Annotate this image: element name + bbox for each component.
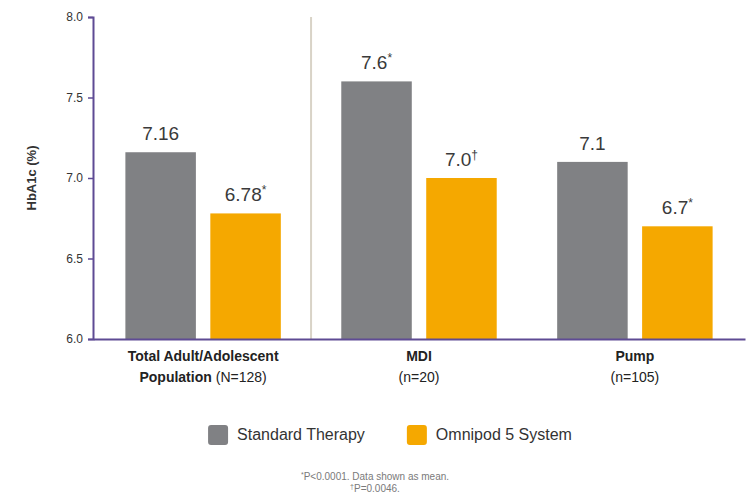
y-tick-label: 6.0 bbox=[66, 332, 83, 346]
y-tick: 6.5 bbox=[66, 252, 93, 266]
data-labels: 7.167.6*7.16.78*7.0†6.7* bbox=[142, 51, 693, 218]
bar bbox=[125, 152, 196, 339]
data-label-number: 7.16 bbox=[142, 123, 179, 144]
y-tick-mark bbox=[88, 178, 93, 180]
x-axis-line bbox=[94, 339, 746, 341]
data-label-number: 6.7 bbox=[662, 197, 688, 218]
category-count: (n=105) bbox=[611, 369, 660, 385]
data-label-symbol: * bbox=[688, 196, 693, 210]
legend-item: Standard Therapy bbox=[208, 425, 365, 445]
data-label: 6.7* bbox=[662, 196, 693, 218]
y-axis-line bbox=[88, 18, 94, 340]
data-label-number: 7.1 bbox=[579, 133, 605, 154]
data-label-number: 6.78 bbox=[225, 184, 262, 205]
data-label: 7.6* bbox=[361, 51, 392, 73]
y-tick-label: 7.0 bbox=[66, 171, 83, 185]
y-tick-mark bbox=[88, 17, 93, 19]
y-tick: 6.0 bbox=[66, 332, 93, 346]
x-axis bbox=[94, 339, 746, 340]
data-label-number: 7.6 bbox=[361, 52, 387, 73]
y-tick-label: 6.5 bbox=[66, 252, 83, 266]
bar bbox=[426, 178, 497, 339]
category-labels: Total Adult/Adolescent Population (N=128) M… bbox=[128, 348, 660, 385]
data-label: 7.16 bbox=[142, 123, 179, 144]
bar bbox=[341, 81, 412, 339]
category-count: (N=128) bbox=[216, 369, 267, 385]
y-tick-mark bbox=[88, 339, 93, 341]
legend: Standard Therapy Omnipod 5 System bbox=[208, 425, 572, 445]
data-label: 7.1 bbox=[579, 133, 605, 154]
y-tick: 7.5 bbox=[66, 91, 93, 105]
data-label-number: 7.0 bbox=[445, 149, 471, 170]
category-name: Population bbox=[139, 369, 211, 385]
y-axis: 6.0 6.5 7.0 7.5 8.0 bbox=[66, 10, 93, 346]
data-label: 6.78* bbox=[225, 183, 267, 205]
category-count: (n=20) bbox=[399, 369, 440, 385]
y-tick: 8.0 bbox=[66, 10, 93, 24]
bar bbox=[557, 162, 628, 339]
footnote: *P<0.0001. Data shown as mean. bbox=[301, 471, 449, 482]
legend-swatch bbox=[407, 425, 427, 445]
y-tick: 7.0 bbox=[66, 171, 93, 185]
y-tick-mark bbox=[88, 258, 93, 260]
category-label: Pump (n=105) bbox=[611, 348, 660, 385]
group-separator bbox=[310, 17, 312, 339]
footnote: †P=0.0046. bbox=[350, 483, 400, 494]
legend-item: Omnipod 5 System bbox=[407, 425, 572, 445]
category-name: MDI bbox=[406, 348, 432, 364]
data-label-symbol: * bbox=[262, 183, 267, 197]
bars bbox=[125, 81, 712, 339]
category-label: MDI (n=20) bbox=[399, 348, 440, 385]
legend-label: Standard Therapy bbox=[237, 426, 365, 443]
category-name: Total Adult/Adolescent bbox=[128, 348, 279, 364]
chart: 6.06.57.07.58.0HbA1c (%)7.167.6*7.16.78*… bbox=[0, 0, 750, 500]
footnote-text: P<0.0001. Data shown as mean. bbox=[304, 471, 449, 482]
data-label-symbol: † bbox=[471, 148, 478, 162]
footnote-text: P=0.0046. bbox=[354, 483, 400, 494]
y-tick-label: 8.0 bbox=[66, 10, 83, 24]
notes: *P<0.0001. Data shown as mean.†P=0.0046. bbox=[301, 471, 449, 494]
legend-swatch bbox=[208, 425, 228, 445]
bar bbox=[210, 213, 281, 339]
legend-label: Omnipod 5 System bbox=[436, 426, 572, 443]
y-tick-label: 7.5 bbox=[66, 91, 83, 105]
category-label: Total Adult/Adolescent Population (N=128) bbox=[128, 348, 279, 385]
y-axis-title: HbA1c (%) bbox=[24, 145, 39, 210]
bar bbox=[642, 226, 713, 339]
data-label: 7.0† bbox=[445, 148, 478, 170]
category-name: Pump bbox=[615, 348, 654, 364]
data-label-symbol: * bbox=[387, 51, 392, 65]
y-tick-mark bbox=[88, 97, 93, 99]
